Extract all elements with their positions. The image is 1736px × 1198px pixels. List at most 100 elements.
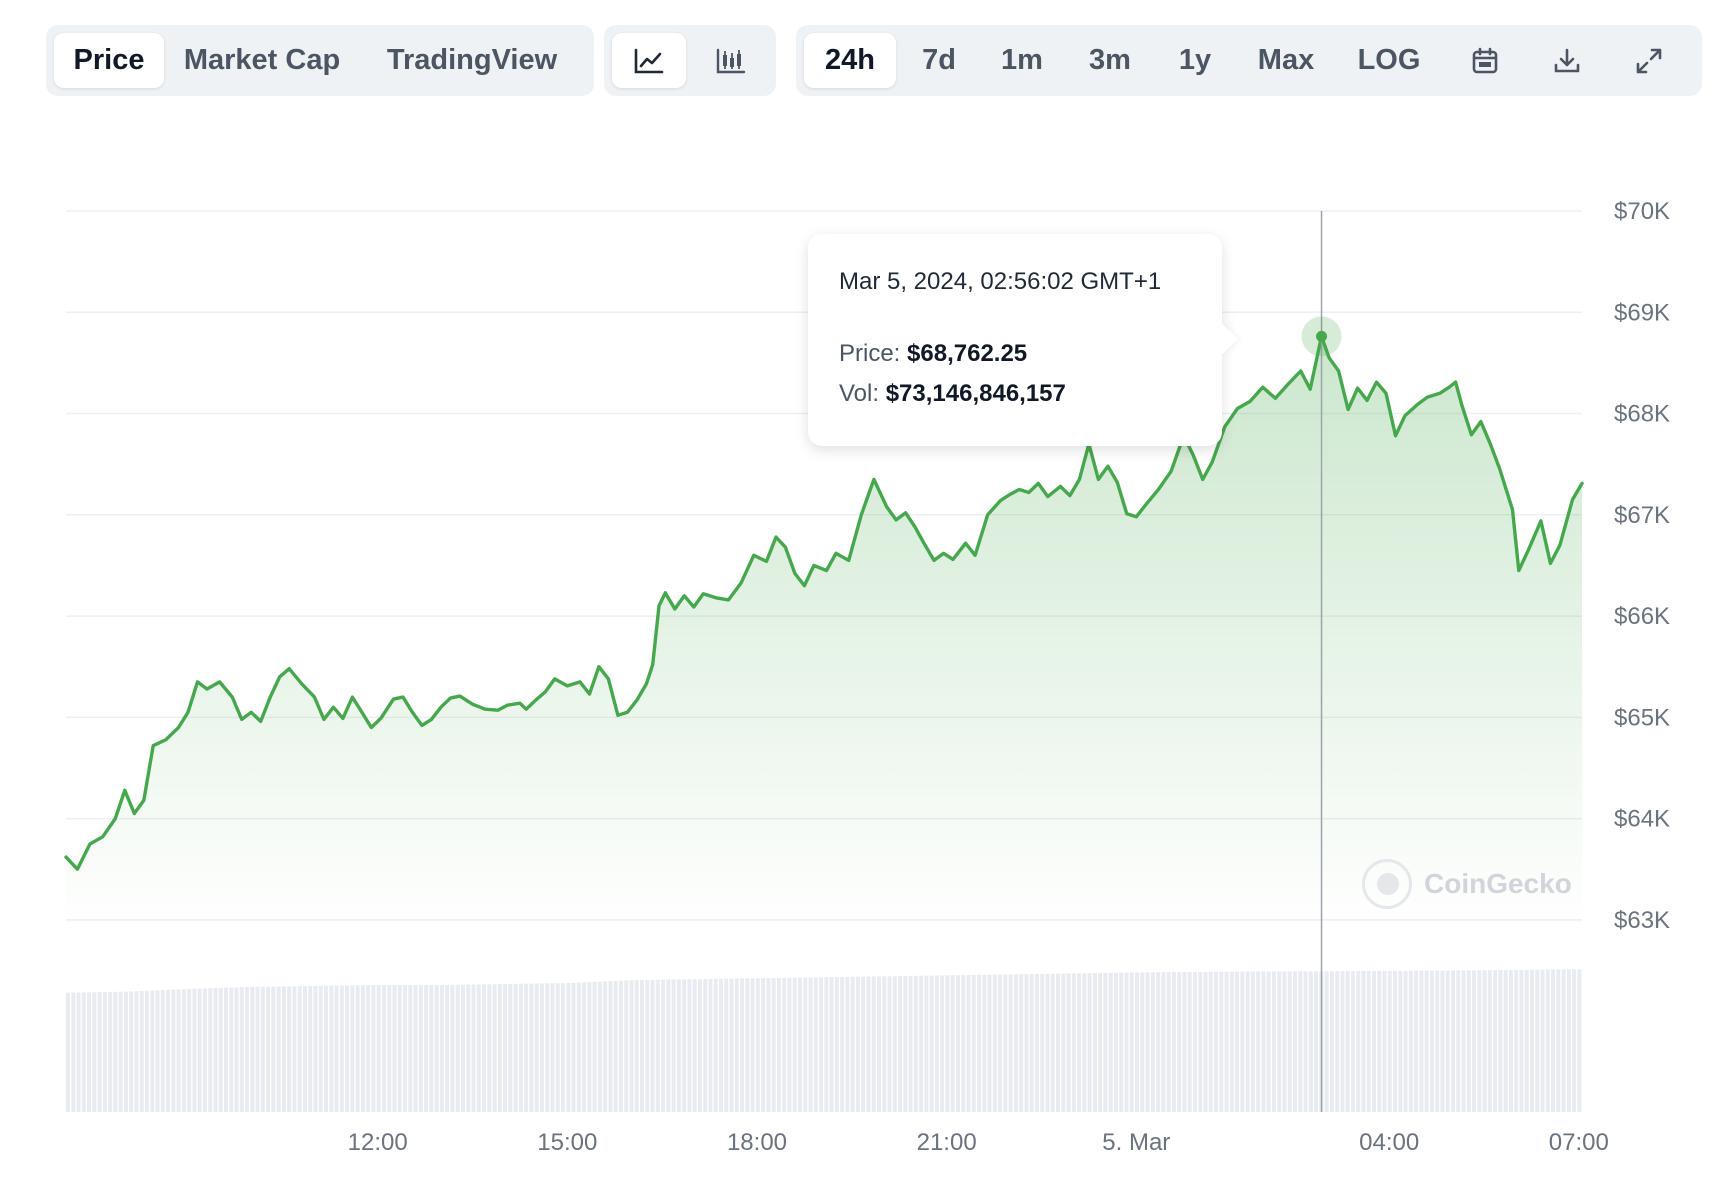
x-tick-label: 15:00 [537, 1129, 597, 1156]
volume-bar [845, 976, 850, 1112]
volume-bar [771, 977, 776, 1112]
volume-bar [360, 985, 365, 1112]
volume-bar [682, 979, 687, 1112]
volume-bar [376, 984, 381, 1112]
x-tick-label: 04:00 [1359, 1129, 1419, 1156]
volume-bar [887, 976, 892, 1112]
x-tick-label: 12:00 [348, 1129, 408, 1156]
volume-bar [550, 983, 555, 1112]
volume-bar [703, 979, 708, 1112]
volume-bar [1572, 969, 1577, 1112]
volume-bar [1445, 970, 1450, 1112]
volume-bar [181, 989, 186, 1112]
tab-price[interactable]: Price [54, 33, 164, 88]
volume-bar [1498, 970, 1503, 1112]
volume-bar [518, 983, 523, 1112]
volume-bar [97, 992, 102, 1112]
volume-bar [745, 978, 750, 1112]
volume-bar [592, 981, 597, 1112]
range-3m[interactable]: 3m [1089, 44, 1131, 76]
volume-bar [766, 978, 771, 1112]
volume-bar [387, 984, 392, 1112]
volume-bar [587, 982, 592, 1112]
volume-bar [1187, 971, 1192, 1112]
volume-bar [1129, 972, 1134, 1112]
volume-bar [1145, 972, 1150, 1112]
tab-tradingview[interactable]: TradingView [386, 44, 558, 76]
volume-bar [1529, 969, 1534, 1112]
volume-bar [1535, 969, 1540, 1112]
volume-bar [187, 988, 192, 1112]
volume-bar [424, 984, 429, 1112]
volume-bar [524, 983, 529, 1112]
volume-bar [1361, 971, 1366, 1112]
volume-bar [650, 979, 655, 1112]
volume-bar [197, 988, 202, 1112]
volume-bar [808, 977, 813, 1112]
volume-bar [1387, 970, 1392, 1112]
volume-bar [692, 979, 697, 1112]
volume-bar [1366, 970, 1371, 1112]
range-group: 24h 7d 1m 3m 1y Max LOG [796, 25, 1702, 96]
tab-market-cap[interactable]: Market Cap [183, 44, 341, 76]
volume-bar [255, 986, 260, 1112]
y-tick-label: $64K [1614, 806, 1670, 833]
volume-bar [1503, 970, 1508, 1112]
volume-bar [329, 985, 334, 1112]
volume-bar [539, 983, 544, 1112]
volume-bar [782, 977, 787, 1112]
line-chart-icon [634, 48, 664, 73]
volume-bar [734, 978, 739, 1112]
y-axis: $63K $64K $65K $66K $67K $68K $69K $70K [1614, 198, 1670, 934]
volume-bar [1240, 971, 1245, 1112]
volume-bar [1219, 971, 1224, 1112]
volume-bar [1266, 971, 1271, 1112]
volume-bar [445, 984, 450, 1112]
volume-bar [213, 988, 218, 1112]
tooltip-price-value: $68,762.25 [907, 340, 1028, 367]
volume-bar [1477, 970, 1482, 1112]
volume-bar [1113, 972, 1118, 1112]
volume-bar [492, 984, 497, 1112]
range-1m[interactable]: 1m [1001, 44, 1043, 76]
volume-bar [345, 985, 350, 1112]
range-24h[interactable]: 24h [804, 33, 896, 88]
volume-bar [1561, 969, 1566, 1112]
volume-bar [313, 985, 318, 1112]
candlestick-chart-button[interactable] [694, 33, 768, 88]
volume-bar [934, 975, 939, 1112]
hover-tooltip: Mar 5, 2024, 02:56:02 GMT+1 Price: $68,7… [808, 234, 1238, 446]
log-scale-toggle[interactable]: LOG [1357, 44, 1421, 76]
volume-bar [1124, 972, 1129, 1112]
volume-bar [729, 978, 734, 1112]
download-button[interactable] [1530, 33, 1604, 88]
volume-bar [1171, 972, 1176, 1112]
volume-bar [561, 983, 566, 1112]
volume-bar [1493, 970, 1498, 1112]
fullscreen-button[interactable] [1612, 33, 1686, 88]
volume-bar [755, 978, 760, 1112]
line-chart-button[interactable] [612, 33, 686, 88]
volume-bar [1040, 973, 1045, 1112]
volume-bar [1256, 971, 1261, 1112]
volume-bar [613, 980, 618, 1112]
x-axis: 12:00 15:00 18:00 21:00 5. Mar 04:00 07:00 [348, 1129, 1609, 1156]
volume-bar [824, 977, 829, 1112]
volume-bar [582, 982, 587, 1112]
volume-bar [1440, 970, 1445, 1112]
volume-bars [66, 969, 1582, 1112]
range-1y[interactable]: 1y [1178, 44, 1212, 76]
calendar-button[interactable] [1448, 33, 1522, 88]
volume-bar [302, 986, 307, 1112]
range-7d[interactable]: 7d [922, 44, 956, 76]
volume-bar [366, 985, 371, 1112]
volume-bar [1435, 970, 1440, 1112]
tooltip-volume-label: Vol: [839, 380, 880, 407]
calendar-icon [1472, 47, 1498, 73]
volume-bar [281, 986, 286, 1112]
price-area [66, 336, 1582, 930]
range-max[interactable]: Max [1257, 44, 1315, 76]
volume-bar [1482, 970, 1487, 1112]
volume-bar [1029, 974, 1034, 1112]
